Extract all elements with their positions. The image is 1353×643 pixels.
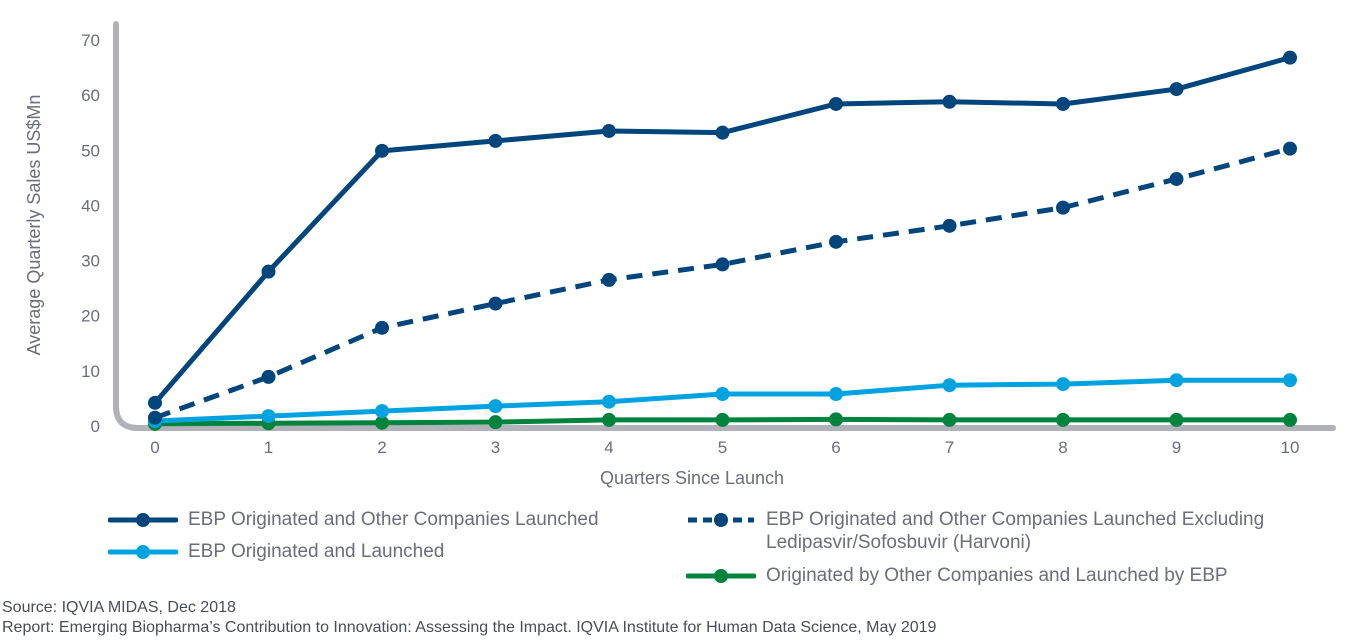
y-tick-label: 30 <box>81 252 100 271</box>
data-point <box>1056 200 1070 215</box>
legend-label: EBP Originated and Launched <box>188 541 445 562</box>
series-0 <box>148 50 1297 410</box>
x-tick-label: 7 <box>945 438 954 457</box>
x-tick-label: 1 <box>264 438 273 457</box>
data-point <box>375 320 389 335</box>
x-tick-label: 0 <box>150 438 159 457</box>
data-point <box>602 123 616 138</box>
series-2 <box>148 373 1297 429</box>
axis-lines <box>113 21 1336 431</box>
series-line <box>154 146 1291 421</box>
data-point <box>488 296 503 311</box>
data-point <box>1056 377 1070 392</box>
data-point <box>829 387 843 402</box>
y-tick-label: 0 <box>91 417 100 436</box>
line-chart: 0 10 20 30 40 50 60 70 0 1 2 3 4 5 6 7 8 9 10 Average Qua… <box>24 21 1336 488</box>
data-point <box>942 94 957 109</box>
data-point <box>1169 82 1184 97</box>
data-point <box>942 412 957 427</box>
data-point <box>261 264 276 279</box>
data-point <box>1056 412 1070 427</box>
data-point <box>1056 96 1070 111</box>
legend-solid-light-icon <box>108 545 178 559</box>
legend-label: EBP Originated and Other Companies Launc… <box>188 509 599 530</box>
data-point <box>602 412 616 427</box>
source-note: Source: IQVIA MIDAS, Dec 2018 <box>2 599 236 616</box>
x-tick-label: 3 <box>491 438 500 457</box>
x-tick-label: 5 <box>718 438 727 457</box>
data-point <box>942 218 957 233</box>
data-point <box>375 415 389 430</box>
legend-item-ebp-launched: EBP Originated and Launched <box>108 540 444 563</box>
data-point <box>829 412 843 427</box>
data-point <box>488 399 503 414</box>
y-tick-label: 20 <box>81 307 100 326</box>
x-tick-label: 2 <box>377 438 386 457</box>
report-note: Report: Emerging Biopharma’s Contributio… <box>2 619 937 636</box>
series-3 <box>148 412 1297 431</box>
data-point <box>488 415 503 430</box>
data-point <box>942 378 957 393</box>
data-point <box>602 394 616 409</box>
data-point <box>148 410 162 425</box>
legend-solid-dark-icon <box>108 513 178 527</box>
y-axis-label: Average Quarterly Sales US$Mn <box>24 95 44 356</box>
data-point <box>1283 412 1297 427</box>
x-tick-label: 8 <box>1058 438 1067 457</box>
x-tick-label: 6 <box>831 438 840 457</box>
data-point <box>1283 50 1297 65</box>
data-point <box>829 234 843 249</box>
data-point <box>148 395 162 410</box>
y-tick-label: 50 <box>81 141 100 160</box>
legend-label: Originated by Other Companies and Launch… <box>766 565 1228 586</box>
data-point <box>715 125 730 140</box>
legend-solid-green-icon <box>686 569 756 583</box>
data-point <box>261 409 276 424</box>
series-1 <box>148 141 1297 425</box>
data-point <box>715 412 730 427</box>
x-axis-label: Quarters Since Launch <box>600 468 784 488</box>
data-point <box>1169 171 1184 186</box>
x-tick-label: 4 <box>604 438 613 457</box>
y-tick-label: 10 <box>81 362 100 381</box>
data-point <box>261 369 276 384</box>
x-tick-label: 9 <box>1172 438 1181 457</box>
legend-item-other-originated: Originated by Other Companies and Launch… <box>686 564 1228 587</box>
legend-dashed-dark-icon <box>688 513 754 527</box>
legend-item-excluding-harvoni: EBP Originated and Other Companies Launc… <box>686 508 1264 554</box>
legend-label: EBP Originated and Other Companies Launc… <box>766 509 1265 553</box>
y-tick-label: 70 <box>81 31 100 50</box>
data-point <box>1283 141 1297 156</box>
y-tick-label: 40 <box>81 196 100 215</box>
y-tick-label: 60 <box>81 86 100 105</box>
data-point <box>715 257 730 272</box>
x-tick-label: 10 <box>1281 438 1300 457</box>
data-point <box>1169 412 1184 427</box>
data-point <box>715 387 730 402</box>
data-point <box>602 272 616 287</box>
data-point <box>1169 373 1184 388</box>
data-point <box>488 133 503 148</box>
data-point <box>829 96 843 111</box>
data-point <box>1283 373 1297 388</box>
data-point <box>375 404 389 419</box>
legend-item-ebp-other-launched: EBP Originated and Other Companies Launc… <box>108 508 599 531</box>
data-point <box>375 143 389 158</box>
